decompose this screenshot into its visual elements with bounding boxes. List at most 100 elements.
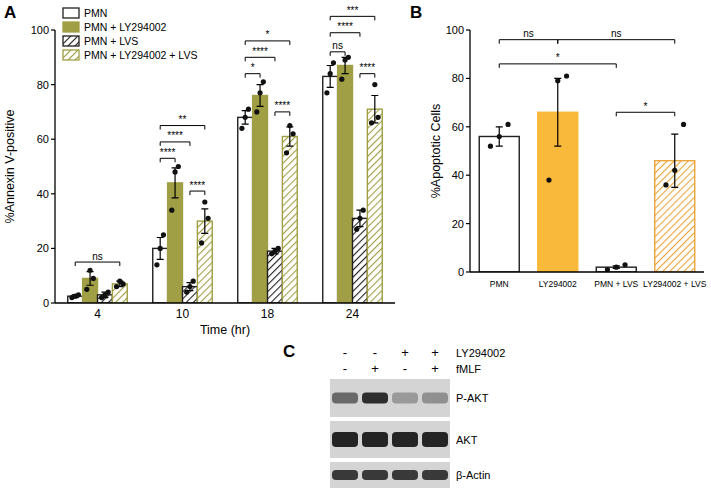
y-tick <box>466 271 470 272</box>
data-point <box>287 123 292 128</box>
y-tick-label: 100 <box>31 24 49 36</box>
blot-row-label: AKT <box>456 434 478 446</box>
x-tick-label: 10 <box>176 307 190 321</box>
significance-label: ns <box>523 28 534 39</box>
legend-label: PMN + LY294002 <box>84 21 167 33</box>
blot-band <box>422 470 448 480</box>
data-point <box>106 289 111 294</box>
plot-area <box>68 55 383 303</box>
data-point <box>488 144 493 149</box>
legend-label: PMN + LY294002 + LVS <box>84 49 197 61</box>
data-point <box>120 281 125 286</box>
y-tick-label: 40 <box>37 188 49 200</box>
blot-band <box>392 470 418 480</box>
y-tick <box>51 193 55 194</box>
significance-label: **** <box>167 130 183 141</box>
data-point <box>91 276 96 281</box>
data-point <box>497 134 502 139</box>
blot-strip <box>330 421 450 458</box>
y-tick <box>466 29 470 30</box>
blot-band <box>392 393 418 404</box>
y-tick-label: 20 <box>452 218 464 230</box>
blot-band <box>332 393 358 404</box>
blot-band <box>422 393 448 404</box>
bar <box>253 96 268 303</box>
legend-swatch <box>63 8 79 18</box>
y-tick-label: 80 <box>37 79 49 91</box>
y-tick <box>466 223 470 224</box>
significance-bracket <box>190 191 205 195</box>
y-tick-label: 0 <box>458 266 464 278</box>
bar <box>367 109 382 303</box>
x-tick-label: 24 <box>346 307 360 321</box>
y-axis <box>54 30 55 303</box>
data-point <box>246 107 251 112</box>
data-point <box>154 262 159 267</box>
significance-bracket <box>160 142 190 146</box>
bar <box>168 183 183 303</box>
x-axis <box>55 302 395 303</box>
y-tick-label: 60 <box>452 121 464 133</box>
blot-row-label: β-Actin <box>456 469 490 481</box>
significance-bracket <box>245 41 290 45</box>
error-bar <box>496 127 503 146</box>
y-tick <box>51 302 55 303</box>
data-point <box>191 279 196 284</box>
blot-panel: C--++LY294002-+-+fMLFP-AKTAKTβ-Actin <box>283 342 505 488</box>
data-point <box>158 246 163 251</box>
significance-label: **** <box>160 147 176 158</box>
significance-label: * <box>556 52 560 63</box>
significance-label: ns <box>332 40 343 51</box>
significance-label: * <box>266 29 270 40</box>
data-point <box>605 267 610 272</box>
data-point <box>372 82 377 87</box>
condition-sign: - <box>373 345 377 360</box>
data-point <box>564 73 569 78</box>
x-tick-label: PMN + LVS <box>594 279 638 289</box>
data-point <box>205 216 210 221</box>
y-tick <box>51 84 55 85</box>
y-axis <box>469 30 470 272</box>
blot-strip <box>330 462 450 488</box>
data-point <box>339 77 344 82</box>
x-tick-label: LY294002 + LVS <box>643 279 707 289</box>
legend-label: PMN + LVS <box>84 35 138 47</box>
significance-bracket <box>616 112 675 116</box>
data-point <box>284 150 289 155</box>
y-tick-label: 60 <box>37 133 49 145</box>
y-tick <box>51 248 55 249</box>
data-point <box>681 122 686 127</box>
data-point <box>76 292 81 297</box>
data-point <box>369 120 374 125</box>
panel-label: B <box>410 3 422 22</box>
y-axis-title: %Annexin V-positive <box>3 109 17 223</box>
significance-bracket <box>160 158 175 162</box>
data-point <box>169 208 174 213</box>
data-point <box>254 109 259 114</box>
y-tick <box>466 78 470 79</box>
figure: A0204060801004101824Time (hr)%Annexin V-… <box>0 0 711 494</box>
data-point <box>663 182 668 187</box>
data-point <box>257 90 262 95</box>
significance-label: **** <box>252 46 268 57</box>
error-bar <box>186 283 193 291</box>
data-point <box>614 265 619 270</box>
significance-label: ** <box>179 114 187 125</box>
data-point <box>184 289 189 294</box>
data-point <box>324 90 329 95</box>
bar <box>268 251 283 303</box>
data-point <box>357 216 362 221</box>
y-tick-label: 0 <box>43 297 49 309</box>
condition-sign: - <box>343 361 347 376</box>
condition-label: fMLF <box>456 363 481 375</box>
significance-bracket <box>330 33 360 37</box>
panel: B020406080100PMNLY294002PMN + LVSLY29400… <box>410 3 707 289</box>
error-bar <box>157 237 164 259</box>
legend-swatch <box>63 50 79 60</box>
y-axis-title: %Apoptotic Cells <box>429 104 443 199</box>
significance-label: * <box>644 101 648 112</box>
data-point <box>328 71 333 76</box>
significance-label: ns <box>92 251 103 262</box>
significance-label: **** <box>275 100 291 111</box>
significance-bracket <box>245 74 260 78</box>
